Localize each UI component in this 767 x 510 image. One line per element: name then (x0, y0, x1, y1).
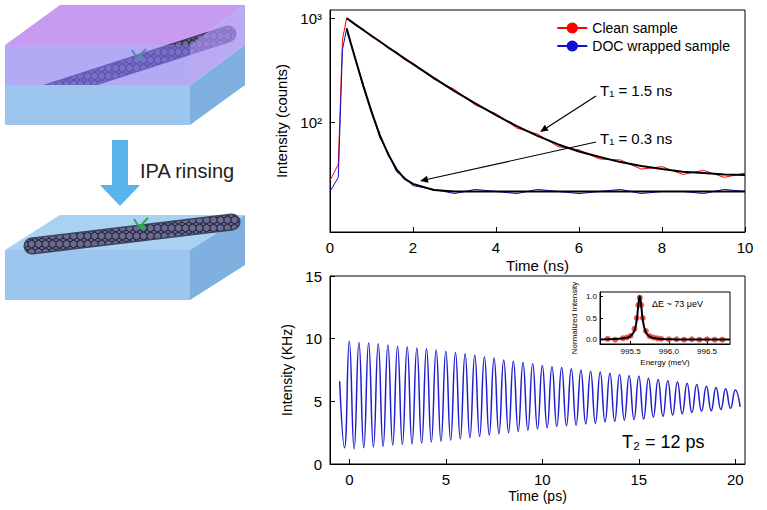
svg-text:15: 15 (305, 268, 322, 285)
svg-text:Normalized Intensity: Normalized Intensity (570, 282, 579, 354)
svg-text:0: 0 (314, 456, 322, 473)
svg-text:5: 5 (314, 393, 322, 410)
svg-text:ΔE ~ 73 μeV: ΔE ~ 73 μeV (652, 299, 703, 309)
svg-text:0: 0 (326, 239, 334, 256)
svg-text:996.0: 996.0 (659, 347, 680, 356)
svg-text:T₂ = 12 ps: T₂ = 12 ps (622, 432, 705, 452)
svg-text:10: 10 (737, 239, 754, 256)
svg-text:6: 6 (575, 239, 583, 256)
svg-text:20: 20 (727, 471, 744, 488)
svg-text:Time (ps): Time (ps) (508, 488, 567, 504)
svg-text:DOC wrapped sample: DOC wrapped sample (592, 38, 730, 54)
svg-text:Intensity (KHz): Intensity (KHz) (279, 324, 295, 416)
svg-text:995.5: 995.5 (621, 347, 642, 356)
svg-text:996.5: 996.5 (697, 347, 718, 356)
svg-text:8: 8 (658, 239, 666, 256)
svg-text:10: 10 (534, 471, 551, 488)
svg-text:T₁ = 1.5 ns: T₁ = 1.5 ns (600, 82, 672, 99)
svg-text:Intensity (counts): Intensity (counts) (273, 64, 290, 178)
svg-text:10³: 10³ (300, 10, 322, 27)
svg-text:IPA rinsing: IPA rinsing (140, 160, 234, 182)
svg-text:Clean sample: Clean sample (592, 20, 678, 36)
svg-text:Energy (meV): Energy (meV) (640, 358, 690, 367)
svg-text:5: 5 (442, 471, 450, 488)
svg-text:4: 4 (492, 239, 500, 256)
svg-text:0: 0 (345, 471, 353, 488)
svg-text:2: 2 (409, 239, 417, 256)
svg-text:Time (ns): Time (ns) (506, 257, 569, 274)
svg-text:10²: 10² (300, 114, 322, 131)
svg-text:0.5: 0.5 (586, 314, 598, 323)
svg-text:10: 10 (305, 330, 322, 347)
svg-text:0.0: 0.0 (586, 335, 598, 344)
svg-text:15: 15 (630, 471, 647, 488)
svg-text:T₁ = 0.3 ns: T₁ = 0.3 ns (600, 130, 672, 147)
svg-text:1.0: 1.0 (586, 292, 598, 301)
